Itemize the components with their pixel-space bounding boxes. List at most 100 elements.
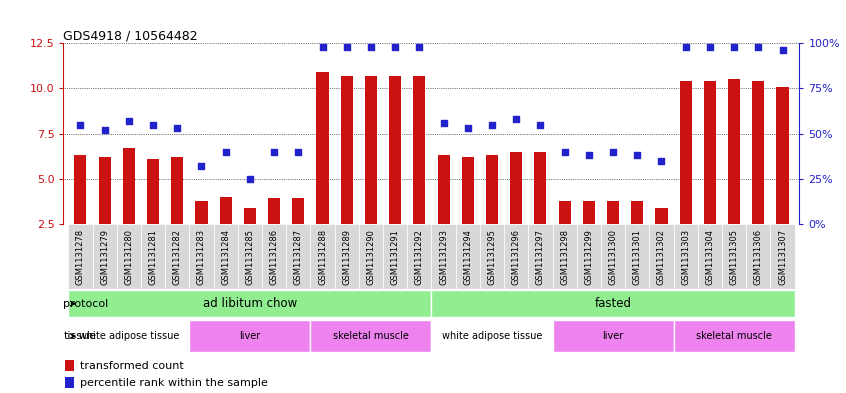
Bar bbox=[69, 290, 431, 317]
Bar bbox=[673, 224, 698, 289]
Bar bbox=[316, 72, 328, 224]
Bar bbox=[165, 224, 190, 289]
Bar bbox=[577, 224, 601, 289]
Text: GSM1131304: GSM1131304 bbox=[706, 229, 714, 285]
Bar bbox=[746, 224, 771, 289]
Point bbox=[340, 44, 354, 50]
Point bbox=[171, 125, 184, 131]
Text: skeletal muscle: skeletal muscle bbox=[333, 331, 409, 341]
Bar bbox=[141, 224, 165, 289]
Bar bbox=[535, 152, 547, 224]
Bar bbox=[220, 197, 232, 224]
Bar bbox=[431, 320, 552, 352]
Text: GSM1131293: GSM1131293 bbox=[439, 229, 448, 285]
Point bbox=[776, 47, 789, 53]
Text: GSM1131306: GSM1131306 bbox=[754, 229, 763, 285]
Bar bbox=[117, 224, 141, 289]
Bar bbox=[335, 224, 359, 289]
Bar bbox=[213, 224, 238, 289]
Bar bbox=[69, 320, 190, 352]
Text: liver: liver bbox=[602, 331, 624, 341]
Point bbox=[146, 121, 160, 128]
Bar bbox=[238, 224, 262, 289]
Point bbox=[122, 118, 135, 124]
Bar bbox=[286, 224, 310, 289]
Point bbox=[195, 163, 208, 169]
Bar bbox=[656, 208, 667, 224]
Text: GSM1131278: GSM1131278 bbox=[76, 229, 85, 285]
Text: GSM1131283: GSM1131283 bbox=[197, 229, 206, 285]
Point bbox=[703, 44, 717, 50]
Text: GSM1131294: GSM1131294 bbox=[464, 229, 472, 285]
Point bbox=[219, 149, 233, 155]
Text: GSM1131287: GSM1131287 bbox=[294, 229, 303, 285]
Bar bbox=[728, 79, 740, 224]
Text: GSM1131292: GSM1131292 bbox=[415, 229, 424, 285]
Bar bbox=[558, 201, 571, 224]
Bar bbox=[431, 290, 794, 317]
Bar bbox=[650, 224, 673, 289]
Bar bbox=[190, 224, 213, 289]
Bar bbox=[268, 198, 280, 224]
Text: GSM1131291: GSM1131291 bbox=[391, 229, 399, 285]
Text: GSM1131286: GSM1131286 bbox=[270, 229, 278, 285]
Point bbox=[607, 149, 620, 155]
Point bbox=[316, 44, 329, 50]
Point bbox=[98, 127, 112, 133]
Point bbox=[678, 44, 692, 50]
Bar bbox=[679, 81, 692, 224]
Text: GSM1131301: GSM1131301 bbox=[633, 229, 642, 285]
Text: white adipose tissue: white adipose tissue bbox=[442, 331, 542, 341]
Bar bbox=[69, 224, 92, 289]
Text: transformed count: transformed count bbox=[80, 361, 184, 371]
Bar bbox=[456, 224, 480, 289]
Bar bbox=[771, 224, 794, 289]
Bar bbox=[365, 76, 377, 224]
Text: protocol: protocol bbox=[63, 299, 108, 309]
Point bbox=[486, 121, 499, 128]
Point bbox=[267, 149, 281, 155]
Bar bbox=[123, 148, 135, 224]
Point bbox=[243, 176, 256, 182]
Bar bbox=[341, 76, 353, 224]
Bar bbox=[195, 200, 207, 224]
Point bbox=[558, 149, 571, 155]
Bar bbox=[359, 224, 383, 289]
Text: GSM1131299: GSM1131299 bbox=[585, 229, 593, 285]
Bar bbox=[631, 201, 643, 224]
Text: GSM1131284: GSM1131284 bbox=[221, 229, 230, 285]
Bar bbox=[92, 224, 117, 289]
Text: GSM1131295: GSM1131295 bbox=[487, 229, 497, 285]
Bar bbox=[777, 86, 788, 224]
Bar bbox=[292, 198, 305, 224]
Bar bbox=[262, 224, 286, 289]
Bar bbox=[74, 155, 86, 224]
Bar bbox=[98, 157, 111, 224]
Bar bbox=[171, 157, 184, 224]
Text: GSM1131307: GSM1131307 bbox=[778, 229, 787, 285]
Text: GSM1131303: GSM1131303 bbox=[681, 229, 690, 285]
Bar bbox=[528, 224, 552, 289]
Bar bbox=[673, 320, 794, 352]
Bar bbox=[190, 320, 310, 352]
Text: skeletal muscle: skeletal muscle bbox=[696, 331, 772, 341]
Text: GSM1131281: GSM1131281 bbox=[149, 229, 157, 285]
Bar bbox=[310, 320, 431, 352]
Bar bbox=[310, 224, 335, 289]
Bar bbox=[698, 224, 722, 289]
Point bbox=[461, 125, 475, 131]
Text: GSM1131296: GSM1131296 bbox=[512, 229, 520, 285]
Text: ad libitum chow: ad libitum chow bbox=[203, 297, 297, 310]
Point bbox=[582, 152, 596, 158]
Bar bbox=[383, 224, 407, 289]
Text: GSM1131279: GSM1131279 bbox=[100, 229, 109, 285]
Bar bbox=[407, 224, 431, 289]
Bar bbox=[437, 155, 449, 224]
Bar bbox=[552, 224, 577, 289]
Point bbox=[534, 121, 547, 128]
Bar bbox=[601, 224, 625, 289]
Bar bbox=[552, 320, 673, 352]
Text: white adipose tissue: white adipose tissue bbox=[79, 331, 179, 341]
Text: tissue: tissue bbox=[63, 331, 96, 341]
Bar bbox=[462, 157, 474, 224]
